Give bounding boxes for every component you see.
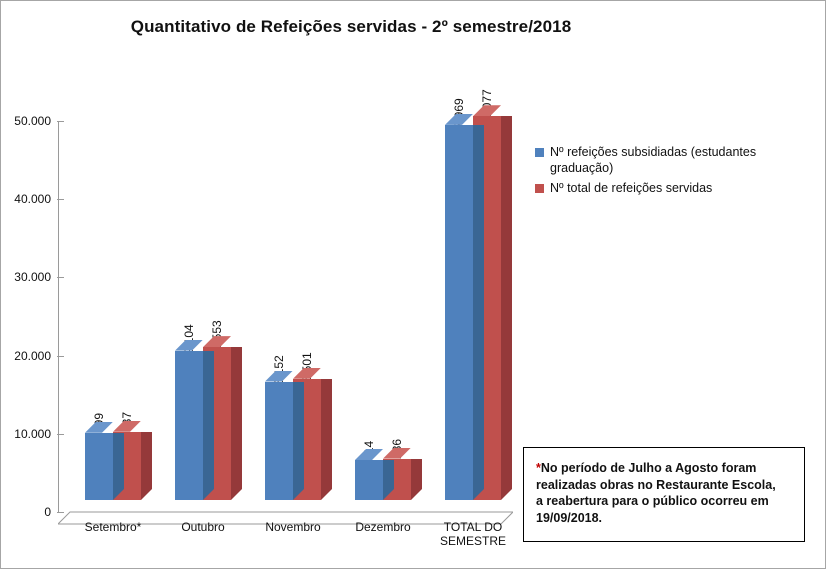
x-axis-category-label: Dezembro [355, 520, 411, 534]
bar-top-face [203, 336, 231, 347]
legend-label-series1: Nº refeições subsidiadas (estudantes gra… [550, 145, 757, 175]
bar-top-face [265, 371, 293, 382]
bar-side-face [231, 347, 242, 500]
legend-swatch-series2 [535, 184, 544, 193]
bar-top-face [473, 105, 501, 116]
x-axis-category-label: TOTAL DO SEMESTRE [439, 520, 506, 548]
legend-label-series2: Nº total de refeições servidas [550, 181, 713, 195]
footnote-line-2: realizadas obras no Restaurante Escola, [536, 477, 776, 492]
bar-series1 [265, 382, 293, 500]
bar-side-face [383, 460, 394, 500]
bar-top-face [175, 340, 203, 351]
y-axis-tick-label: 10.000 [14, 426, 51, 441]
page-title: Quantitativo de Refeições servidas - 2º … [130, 17, 572, 36]
x-axis-category-label: Outubro [181, 520, 225, 534]
legend-item: Nº total de refeições servidas [535, 180, 820, 196]
y-axis-tick-label: 50.000 [14, 114, 51, 128]
footnote-text: *No período de Julho a Agosto foram real… [536, 460, 794, 526]
y-axis-tick-label: 0 [44, 505, 51, 519]
x-axis-category-label: Setembro* [84, 520, 142, 534]
x-axis-labels: Setembro* Outubro Novembro Dezembro TOTAL DO… [58, 520, 528, 565]
footnote-line-1: No período de Julho a Agosto foram [540, 461, 757, 475]
bar-front-face [445, 124, 473, 500]
bar-series1 [355, 460, 383, 500]
bar-top-face [383, 448, 411, 459]
y-axis-tick [57, 433, 64, 435]
footnote-line-4: 19/09/2018. [536, 510, 603, 525]
y-axis-tick-label: 20.000 [14, 348, 51, 363]
bar-side-face [113, 433, 124, 500]
bars-layer: 8.5998.73719.10419.55315.15215.5015.1145… [58, 90, 513, 512]
bar-top-face [85, 422, 113, 433]
bar-series1 [445, 125, 473, 500]
y-axis-tick [57, 355, 64, 357]
bar-side-face [473, 125, 484, 500]
y-axis-line [58, 121, 59, 512]
bar-front-face [175, 350, 203, 500]
y-axis-tick [57, 199, 64, 201]
legend-item: Nº refeições subsidiadas (estudantes gra… [535, 144, 820, 176]
bar-side-face [141, 432, 152, 500]
bar-side-face [293, 382, 304, 500]
chart-floor-3d [58, 511, 513, 525]
footnote-asterisk: * [536, 461, 541, 475]
y-axis-tick [57, 121, 64, 122]
footnote-box: *No período de Julho a Agosto foram real… [523, 447, 805, 542]
bar-top-face [445, 114, 473, 125]
bar-series1 [175, 351, 203, 500]
y-axis-tick-label: 30.000 [14, 270, 51, 285]
plot-area: 0 10.000 20.000 30.000 40.000 50.000 8.5998.7… [14, 90, 513, 525]
y-axis-tick-label: 40.000 [14, 192, 51, 207]
bar-side-face [411, 459, 422, 500]
bar-front-face [355, 460, 383, 500]
y-axis-labels: 0 10.000 20.000 30.000 40.000 50.000 [6, 111, 51, 519]
y-axis-tick [57, 512, 64, 513]
bar-front-face [85, 432, 113, 500]
bar-side-face [203, 351, 214, 500]
bar-top-face [113, 421, 141, 432]
bar-top-face [355, 449, 383, 460]
y-axis-tick [57, 277, 64, 279]
bar-side-face [321, 379, 332, 500]
bar-series1 [85, 433, 113, 500]
footnote-line-3: a reabertura para o público ocorreu em [536, 494, 769, 508]
bar-side-face [501, 116, 512, 500]
legend-swatch-series1 [535, 148, 544, 157]
bar-top-face [293, 368, 321, 379]
x-axis-category-label: Novembro [265, 520, 321, 534]
chart-legend: Nº refeições subsidiadas (estudantes gra… [535, 144, 820, 200]
bar-front-face [265, 381, 293, 500]
